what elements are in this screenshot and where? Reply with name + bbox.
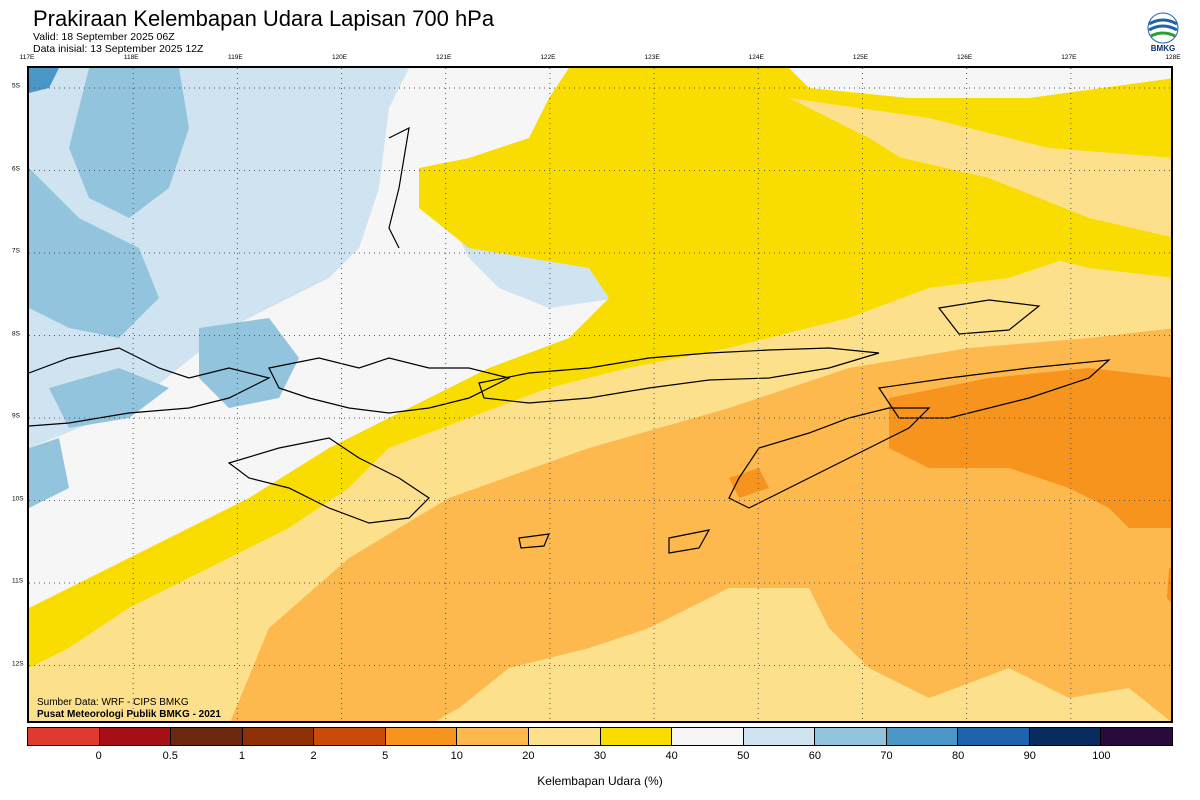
map-canvas (29, 68, 1171, 721)
lon-label: 121E (436, 54, 452, 61)
logo-text: BMKG (1150, 44, 1176, 53)
lat-label: 7S (12, 247, 20, 255)
colorbar-segment (815, 728, 887, 745)
lon-label: 124E (748, 54, 764, 61)
humidity-map (27, 66, 1173, 723)
colorbar-tick-label: 100 (1092, 750, 1111, 762)
sumba-coast (227, 437, 430, 524)
colorbar-segment (242, 728, 315, 745)
rh-40-wedge (789, 68, 1171, 98)
colorbar-segment (28, 728, 100, 745)
graticule (29, 68, 1171, 721)
rh-70-region-4 (49, 368, 169, 428)
lat-label: 9S (12, 412, 20, 420)
wetar-coast (877, 359, 1111, 419)
rh-30-patch-east (859, 148, 1171, 278)
rh-70-region-5 (29, 438, 69, 508)
colorbar-tick-label: 20 (522, 750, 535, 762)
lat-label: 8S (12, 330, 20, 337)
colorbar-tick-label: 0.5 (162, 750, 178, 762)
lon-label: 118E (123, 54, 139, 61)
colorbar (27, 727, 1173, 746)
colorbar-tick-label: 30 (593, 750, 607, 762)
rote-coast (668, 529, 711, 554)
colorbar-segment (314, 728, 386, 745)
bmkg-logo-icon (1147, 12, 1179, 44)
lon-label: 122E (540, 54, 556, 61)
rh-5-patch-timor (729, 468, 769, 498)
colorbar-tick-label: 40 (665, 750, 678, 762)
sumbawa-coast (268, 357, 511, 414)
lon-label: 128E (1165, 54, 1181, 61)
lon-label: 127E (1061, 54, 1077, 61)
colorbar-tick-label: 70 (880, 750, 893, 762)
rh-70-region (69, 68, 189, 218)
lon-label: 120E (331, 54, 348, 61)
colorbar-segment (99, 728, 172, 745)
lombok-coast (29, 347, 271, 427)
flores-coast (478, 347, 880, 404)
colorbar-tick-label: 60 (808, 750, 821, 762)
valid-time: Valid: 18 September 2025 06Z (33, 31, 175, 43)
colorbar-segment (1101, 728, 1172, 745)
lon-label: 119E (228, 54, 243, 61)
rh-70-region-3 (199, 318, 299, 408)
lat-label: 5S (12, 82, 20, 90)
lat-label: 6S (12, 165, 20, 172)
colorbar-title: Kelembapan Udara (%) (537, 774, 663, 788)
colorbar-tick-label: 2 (310, 750, 317, 762)
colorbar-segment (886, 728, 959, 745)
colorbar-tick-label: 1 (238, 750, 245, 762)
colorbar-segment (457, 728, 529, 745)
lon-label: 123E (644, 54, 660, 61)
lat-label: 12S (12, 660, 24, 667)
chart-title: Prakiraan Kelembapan Udara Lapisan 700 h… (33, 6, 495, 31)
colorbar-segment (385, 728, 458, 745)
lon-label: 125E (852, 54, 869, 61)
colorbar-segment (528, 728, 601, 745)
rh-80-region (29, 68, 59, 93)
colorbar-segment (1029, 728, 1102, 745)
colorbar-tick-label: 5 (382, 750, 389, 762)
colorbar-tick-label: 80 (952, 750, 965, 762)
lat-label: 11S (12, 577, 24, 585)
source-note: Sumber Data: WRF - CIPS BMKG (37, 697, 189, 708)
rh-30-band (29, 68, 1171, 668)
credit-note: Pusat Meteorologi Publik BMKG - 2021 (37, 709, 221, 720)
lat-label: 10S (12, 495, 24, 502)
rh-5-region-2 (1167, 568, 1171, 603)
colorbar-tick-label: 10 (450, 750, 463, 762)
colorbar-tick-label: 0 (95, 750, 102, 762)
colorbar-segment (743, 728, 816, 745)
rh-5-region (889, 368, 1171, 528)
init-time: Data inisial: 13 September 2025 12Z (33, 43, 204, 55)
colorbar-segment (600, 728, 673, 745)
colorbar-tick-label: 90 (1023, 750, 1036, 762)
colorbar-tick-label: 50 (737, 750, 750, 762)
lon-label: 126E (957, 54, 973, 61)
sulawesi-coast (388, 126, 410, 249)
babar-coast (937, 299, 1041, 335)
savu-coast (518, 533, 550, 549)
colorbar-segment (171, 728, 243, 745)
colorbar-segment (672, 728, 744, 745)
lon-label: 117E (19, 54, 35, 61)
colorbar-segment (958, 728, 1030, 745)
